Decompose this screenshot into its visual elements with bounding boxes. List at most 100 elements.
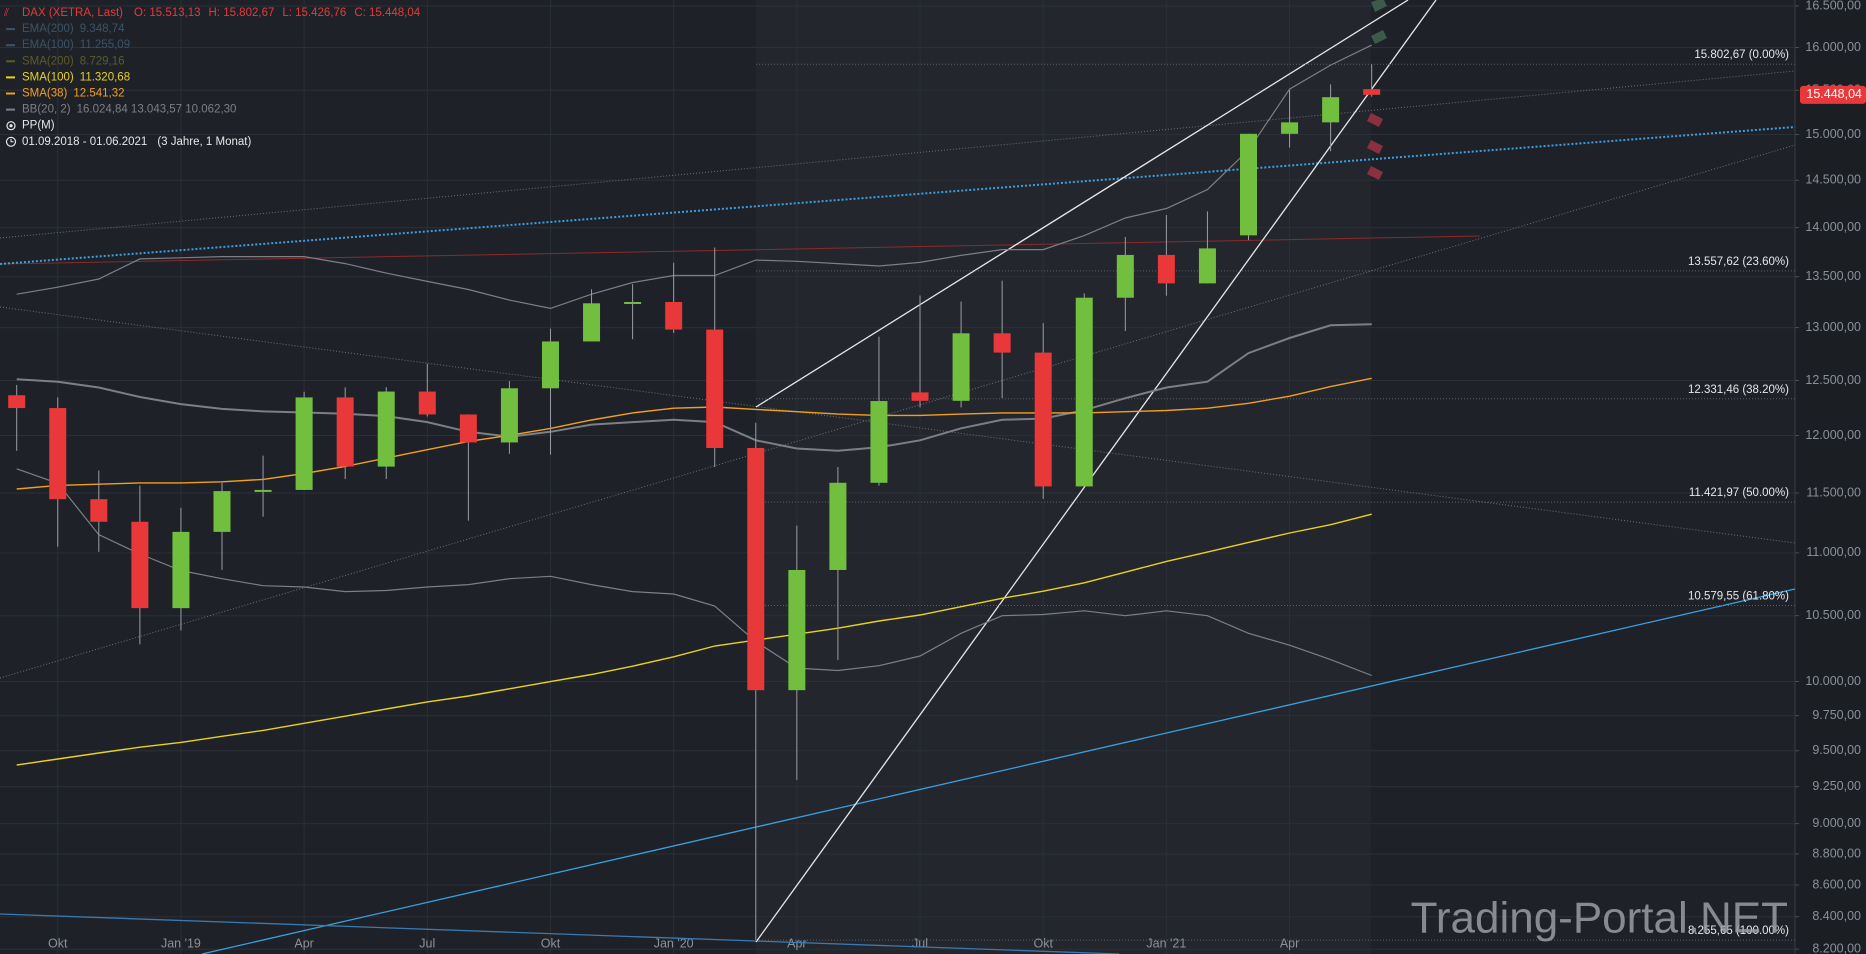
candle-body [583, 303, 601, 342]
y-tick-label: 8.200,00 [1812, 942, 1861, 954]
legend-value: 9.348,74 [80, 23, 125, 35]
candle-body [952, 333, 970, 401]
candle-body [747, 447, 765, 691]
candle-body [49, 408, 67, 500]
y-tick-label: 11.500,00 [1806, 485, 1861, 499]
indicator-line [16, 513, 1372, 766]
legend-value: 8.729,16 [80, 55, 125, 67]
band-line [16, 44, 1372, 310]
y-tick-label: 15.000,00 [1805, 127, 1861, 141]
fib-label: 15.802,67 (0.00%) [1694, 49, 1789, 61]
candle-body [829, 482, 847, 570]
arrow [1367, 113, 1383, 127]
trendline [0, 235, 1481, 265]
legend-name: BB(20, 2) [22, 104, 71, 116]
x-tick-label: Okt [541, 936, 561, 950]
y-tick-label: 13.500,00 [1805, 269, 1861, 283]
candle-body [1075, 297, 1093, 487]
candle-body [624, 301, 642, 304]
range-label: 01.09.2018 - 01.06.2021 [22, 136, 147, 148]
candle-body [377, 391, 395, 467]
candle-body [993, 333, 1011, 353]
legend-value: 11.320,68 [80, 71, 130, 83]
y-tick-label: 9.500,00 [1812, 743, 1861, 757]
trendline [0, 126, 1796, 265]
x-tick-label: Apr [294, 936, 313, 950]
candle-body [1322, 97, 1340, 123]
x-tick-label: Apr [1280, 936, 1299, 950]
trendline [201, 588, 1796, 954]
legend-title: DAX (XETRA, Last) [22, 7, 123, 19]
y-tick-label: 9.000,00 [1812, 816, 1861, 830]
y-tick-label: 11.000,00 [1806, 545, 1861, 559]
candle-body [336, 397, 354, 467]
y-tick-label: 12.000,00 [1805, 428, 1861, 442]
ohlc-value: C: 15.448,04 [354, 7, 420, 19]
legend-name: EMA(100) [22, 39, 74, 51]
ohlc-value: L: 15.426,76 [282, 7, 346, 19]
legend-icon: ⫽ [3, 7, 9, 19]
legend-icon [10, 138, 14, 143]
trendline [0, 913, 1120, 954]
fib-label: 11.421,97 (50.00%) [1689, 487, 1789, 499]
candle-body [254, 489, 272, 492]
trendline [0, 70, 1796, 239]
y-tick-label: 10.500,00 [1805, 608, 1861, 622]
band-line [16, 468, 1372, 677]
candle-body [131, 521, 149, 609]
trendlines [0, 0, 1796, 954]
y-tick-label: 16.500,00 [1805, 0, 1861, 12]
trendline [755, 0, 1437, 943]
candle-body [665, 301, 683, 330]
y-tick-label: 8.400,00 [1812, 909, 1861, 923]
y-tick-label: 12.500,00 [1805, 373, 1861, 387]
legend-name: SMA(38) [22, 88, 68, 100]
fib-label: 12.331,46 (38.20%) [1688, 384, 1789, 396]
signal-arrows [1367, 0, 1387, 180]
candle-body [295, 397, 313, 490]
legend-icon [9, 124, 13, 128]
candle-body [1034, 352, 1052, 487]
x-tick-label: Jan '20 [654, 936, 694, 950]
candle-body [1198, 248, 1216, 284]
legend-value: 16.024,84 13.043,57 10.062,30 [77, 104, 237, 116]
candle-body [8, 395, 26, 409]
candles [8, 64, 1381, 941]
candle-body [90, 499, 108, 522]
legend-name: EMA(200) [22, 23, 74, 35]
y-tick-label: 10.000,00 [1805, 674, 1861, 688]
watermark: Trading-Portal.NET [1411, 894, 1788, 943]
grid: Okt Jan '19 Apr Jul Okt Jan '20 Apr Jul Okt Jan '… [0, 0, 1795, 954]
candle-body [870, 401, 888, 483]
arrow [1371, 0, 1387, 12]
band-line [16, 323, 1372, 452]
arrow [1367, 140, 1383, 154]
ohlc-value: H: 15.802,67 [209, 7, 275, 19]
y-tick-label: 9.750,00 [1812, 708, 1861, 722]
x-tick-label: Okt [1033, 936, 1053, 950]
candle-body [788, 569, 806, 691]
legend-icon [6, 121, 16, 131]
indicator-lines [16, 44, 1372, 766]
candle-body [500, 388, 518, 443]
y-tick-label: 14.000,00 [1805, 220, 1861, 234]
candle-body [1281, 122, 1299, 134]
candle-body [541, 341, 559, 389]
last-price-tag [1800, 85, 1866, 104]
candle-body [1116, 254, 1134, 298]
arrow [1367, 166, 1383, 180]
candle-body [1240, 133, 1257, 236]
shaded-region [756, 0, 1371, 954]
y-tick-label: 8.800,00 [1812, 846, 1861, 860]
candle-body [911, 392, 929, 401]
candle-body [418, 391, 436, 415]
candle-body [1363, 89, 1381, 95]
legend-name: SMA(100) [22, 71, 74, 83]
legend-value: 11.255,09 [80, 39, 130, 51]
y-tick-label: 13.000,00 [1805, 320, 1861, 334]
x-tick-label: Okt [48, 936, 68, 950]
candle-body [706, 329, 724, 448]
range-note: (3 Jahre, 1 Monat) [157, 136, 251, 148]
fib-label: 13.557,62 (23.60%) [1688, 256, 1789, 268]
legend: ⫽ DAX (XETRA, Last) O: 15.513,13 H: 15.802,… [3, 7, 421, 148]
